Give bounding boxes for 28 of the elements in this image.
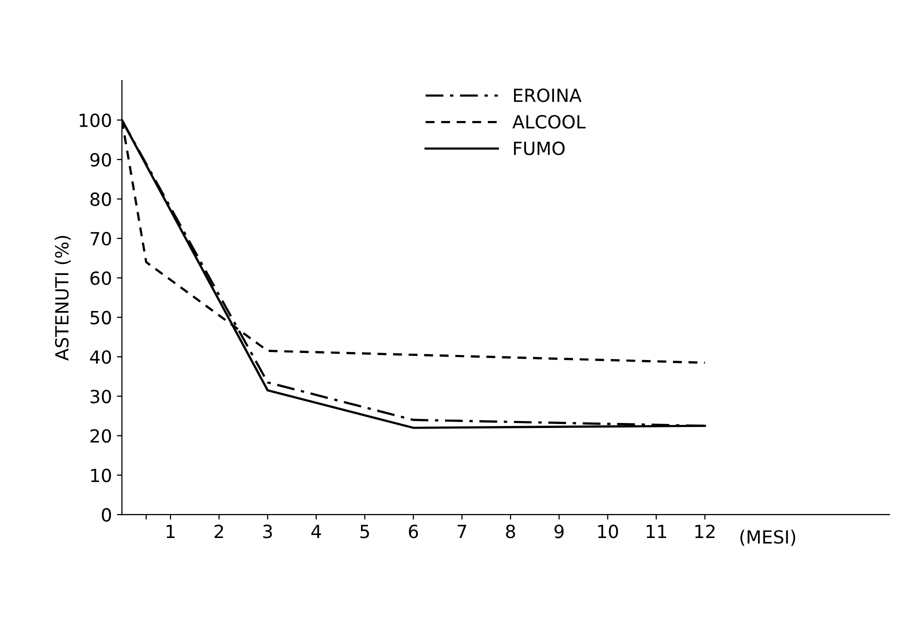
y-axis-title: ASTENUTI (%) [54, 236, 71, 361]
x-tick-label: 3 [263, 524, 272, 538]
y-tick-label: 0 [102, 508, 111, 522]
legend-label: ALCOOL [512, 114, 586, 129]
legend-label: EROINA [514, 88, 582, 102]
y-tick-label: 40 [90, 350, 111, 364]
x-tick-label: 11 [646, 524, 666, 538]
x-tick-label: 5 [360, 524, 369, 538]
y-tick-label: 20 [90, 429, 111, 443]
x-tick-label: 8 [506, 524, 516, 538]
x-tick-label: 4 [311, 524, 321, 538]
y-tick-label: 50 [90, 310, 111, 324]
x-tick-label: 7 [458, 524, 466, 538]
y-tick-label: 90 [90, 152, 111, 167]
y-tick-label: 70 [90, 232, 111, 246]
y-tick-label: 10 [91, 468, 111, 482]
x-tick-label: 12 [695, 524, 715, 538]
x-tick-label: 1 [166, 524, 175, 538]
x-axis-title: (MESI) [740, 530, 796, 546]
y-tick-label: 80 [90, 192, 111, 206]
x-tick-label: 10 [598, 524, 618, 538]
y-tick-label: 60 [90, 271, 111, 285]
x-tick-label: 6 [408, 524, 418, 538]
y-tick-label: 30 [90, 390, 111, 404]
x-tick-label: 9 [554, 524, 564, 538]
legend-label: FUMO [514, 141, 565, 156]
y-tick-label: 100 [80, 114, 111, 128]
x-tick-label: 2 [214, 524, 223, 538]
